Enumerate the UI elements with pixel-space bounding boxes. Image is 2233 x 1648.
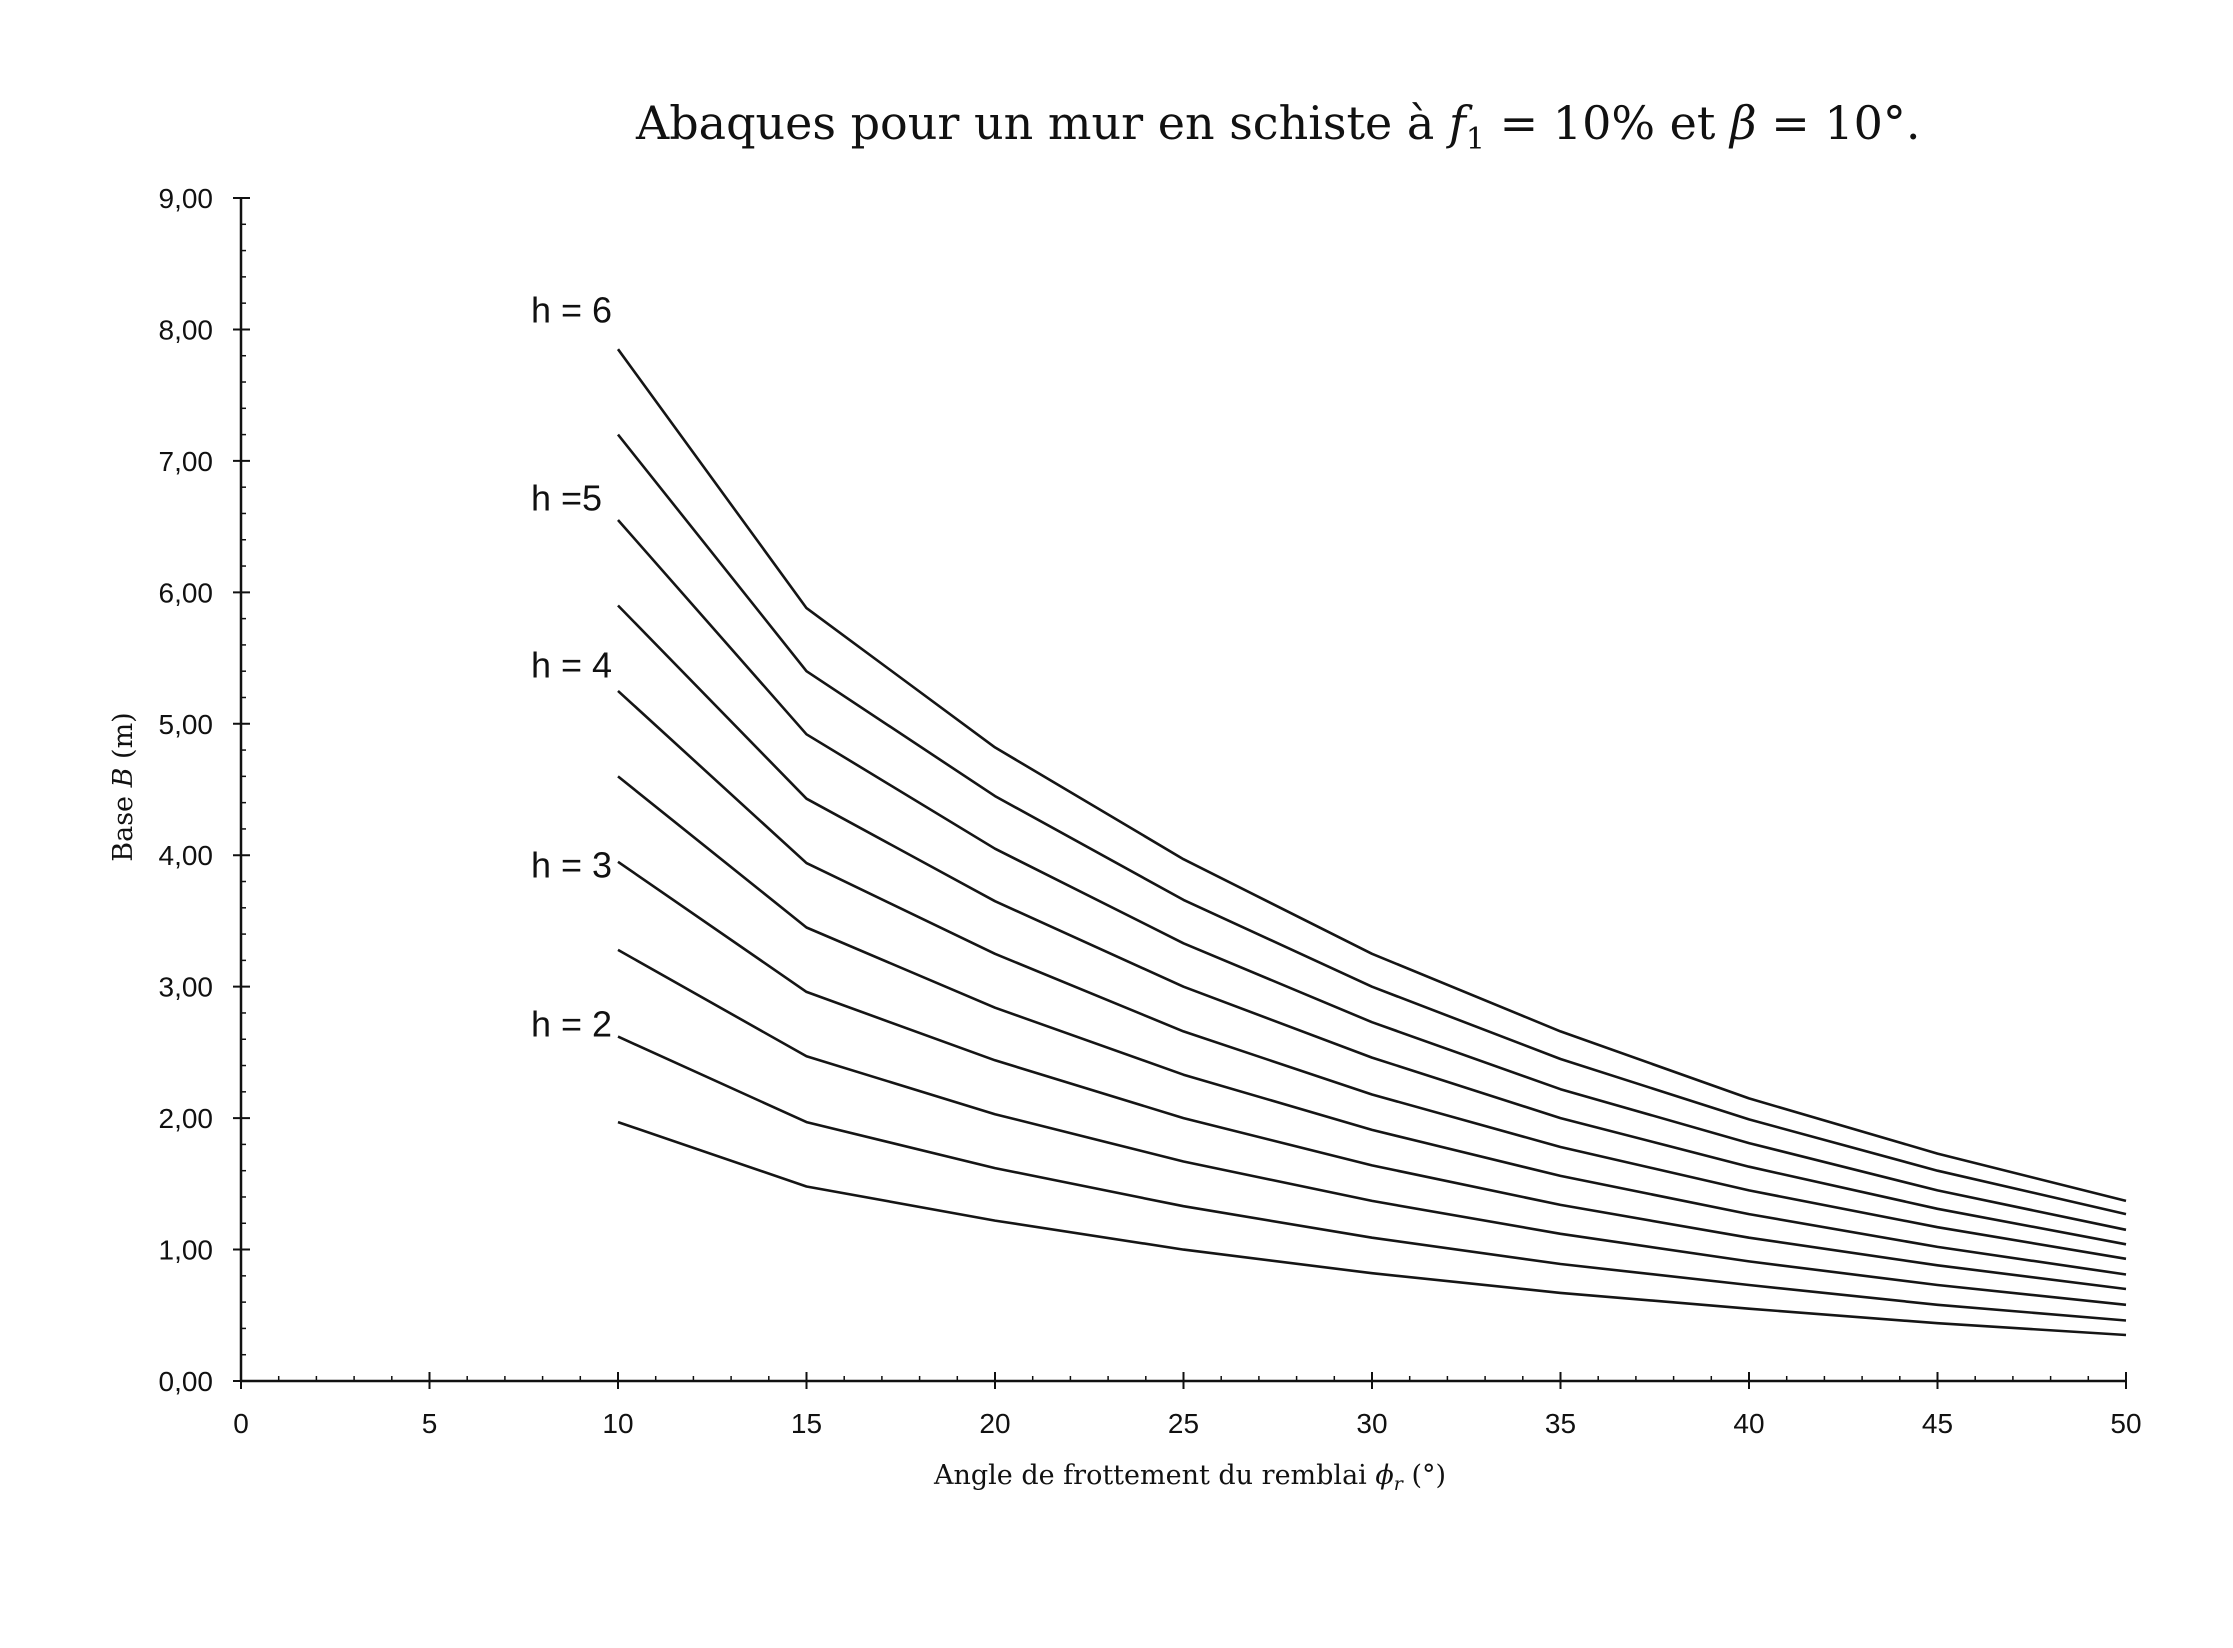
series-line-2 xyxy=(616,433,2127,1216)
x-tick-label: 45 xyxy=(1922,1408,1953,1439)
chart-title: Abaques pour un mur en schiste à f1 = 10… xyxy=(635,96,1921,157)
ylabel-after: (m) xyxy=(108,712,139,767)
series-line-4 xyxy=(617,604,2127,1246)
y-tick-label: 2,00 xyxy=(159,1103,214,1134)
xlabel-sub: r xyxy=(1394,1473,1405,1495)
y-tick-label: 9,00 xyxy=(159,183,214,214)
y-tick-label: 0,00 xyxy=(159,1366,214,1397)
title-f-subscript: 1 xyxy=(1466,122,1485,157)
title-after: = 10°. xyxy=(1757,96,1921,150)
x-tick-label: 0 xyxy=(233,1408,249,1439)
y-tick-label: 7,00 xyxy=(159,446,214,477)
x-axis-label: Angle de frottement du remblai ϕr (°) xyxy=(933,1460,1446,1495)
xlabel-after: (°) xyxy=(1403,1460,1446,1491)
x-tick-label: 30 xyxy=(1356,1408,1387,1439)
y-axis-label: Base B (m) xyxy=(108,712,139,861)
x-tick-label: 20 xyxy=(979,1408,1010,1439)
series-line-1 xyxy=(616,348,2127,1203)
title-beta-symbol: β xyxy=(1728,96,1757,150)
x-tick-label: 40 xyxy=(1733,1408,1764,1439)
title-before: Abaques pour un mur en schiste à xyxy=(635,96,1449,150)
curve-label-4: h = 3 xyxy=(531,844,612,885)
ylabel-symbol: B xyxy=(108,768,139,789)
y-tick-label: 4,00 xyxy=(159,840,214,871)
y-tick-label: 5,00 xyxy=(159,709,214,740)
y-tick-label: 1,00 xyxy=(159,1235,214,1266)
axis-ticks: 0,00 1,00 2,00 3,00 4,00 5,00 6,00 7,00 8,00 9,00… xyxy=(159,183,2142,1439)
series-line-9 xyxy=(617,1035,2127,1322)
series-labels: h = 6 h =5 h = 4 h = 3 h = 2 xyxy=(531,290,612,1045)
x-tick-label: 10 xyxy=(602,1408,633,1439)
series-line-10 xyxy=(617,1120,2127,1337)
curve-label-1: h = 6 xyxy=(531,290,612,331)
x-tick-label: 35 xyxy=(1545,1408,1576,1439)
curve-label-2: h =5 xyxy=(531,478,602,519)
series-line-8 xyxy=(617,948,2127,1307)
series-group xyxy=(616,348,2127,1337)
title-middle: = 10% et xyxy=(1485,96,1730,150)
series-line-3 xyxy=(617,519,2127,1232)
curve-label-3: h = 4 xyxy=(531,645,612,686)
xlabel-phi: ϕ xyxy=(1375,1460,1393,1491)
y-tick-label: 3,00 xyxy=(159,972,214,1003)
y-tick-label: 8,00 xyxy=(159,314,214,345)
x-tick-label: 5 xyxy=(422,1408,438,1439)
series-line-5 xyxy=(617,689,2127,1261)
series-line-7 xyxy=(617,860,2127,1291)
series-line-6 xyxy=(617,775,2127,1276)
xlabel-before: Angle de frottement du remblai xyxy=(933,1460,1375,1491)
x-tick-label: 50 xyxy=(2110,1408,2141,1439)
curve-label-5: h = 2 xyxy=(531,1003,612,1044)
x-tick-label: 15 xyxy=(791,1408,822,1439)
x-tick-label: 25 xyxy=(1168,1408,1199,1439)
y-tick-label: 6,00 xyxy=(159,577,214,608)
ylabel-before: Base xyxy=(108,787,139,861)
